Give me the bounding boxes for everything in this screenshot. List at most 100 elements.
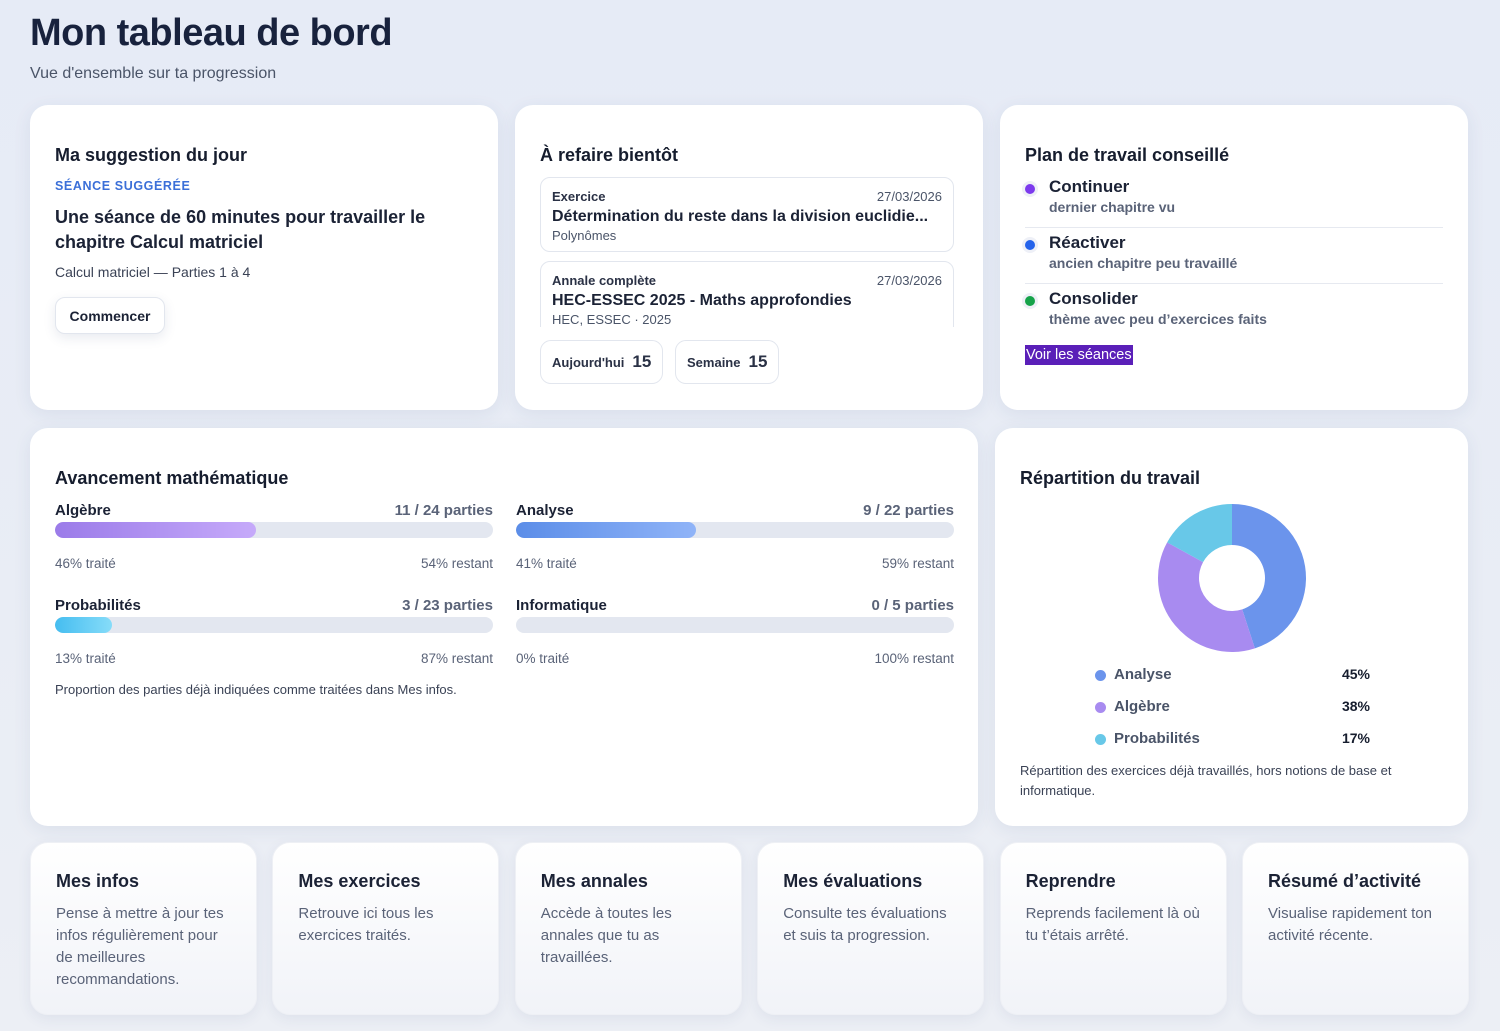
legend-value: 17% (1341, 730, 1370, 746)
done-label: 13% traité (55, 651, 116, 666)
step-dot (1025, 296, 1035, 306)
donut-chart (1158, 504, 1306, 652)
step-desc: thème avec peu d’exercices faits (1049, 311, 1267, 327)
clip: Annale complète 27/03/2026 HEC-ESSEC 202… (515, 261, 983, 327)
card-title: Ma suggestion du jour (55, 145, 247, 165)
shortcut-text: Retrouve ici tous les exercices traités. (298, 905, 434, 944)
item-type: Annale complète (552, 273, 657, 288)
step-desc: ancien chapitre peu travaillé (1049, 255, 1238, 271)
donut-slice (1167, 504, 1232, 563)
plan-card: Plan de travail conseillé Continuer derni… (1000, 105, 1468, 410)
progress-fill (516, 522, 696, 538)
shortcut-text: Accède à toutes les annales que tu as tr… (540, 905, 672, 966)
distribution-card: Répartition du travail Répartition des e… (995, 428, 1468, 826)
done-label: 46% traité (55, 556, 116, 571)
legend-value: 38% (1341, 698, 1370, 714)
item-type: Exercice (552, 189, 606, 204)
refaire-card: À refaire bientôt Exercice 27/03/2026 Dé… (515, 105, 983, 410)
item-sub: HEC, ESSEC · 2025 (552, 312, 672, 327)
progress-track (516, 617, 954, 633)
shortcut-text: Consulte tes évaluations et suis ta prog… (783, 905, 947, 944)
shortcut-card[interactable]: Résumé d’activité Visualise rapidement to… (1242, 842, 1469, 1015)
rest-label: 59% restant (881, 556, 954, 571)
card-title: À refaire bientôt (540, 145, 679, 165)
note: Proportion des parties déjà indiquées co… (55, 682, 457, 697)
counter-label: Semaine (687, 354, 741, 370)
shortcut-card[interactable]: Reprendre Reprends facilement là où tu t’… (999, 842, 1227, 1015)
shortcut-card[interactable]: Mes infos Pense à mettre à jour tes infos… (30, 842, 257, 1015)
item-name: HEC-ESSEC 2025 - Maths approfondies (552, 292, 852, 309)
detail: Calcul matriciel — Parties 1 à 4 (55, 264, 251, 280)
progress-track (55, 617, 493, 633)
progress-fill (55, 522, 257, 538)
subject-progress: Informatique 0 / 5 parties 0% traité 100% r… (516, 597, 954, 687)
donut-slice (1158, 542, 1255, 652)
review-item[interactable]: Exercice 27/03/2026 Détermination du res… (540, 177, 954, 252)
shortcut-title: Mes annales (540, 871, 648, 891)
legend-dot (1095, 670, 1106, 681)
shortcut-card[interactable]: Mes exercices Retrouve ici tous les exerc… (272, 842, 500, 1015)
card-title: Plan de travail conseillé (1025, 145, 1230, 165)
shortcut-text: Pense à mettre à jour tes infos régulièr… (56, 905, 224, 988)
subject-name: Probabilités (55, 597, 141, 614)
subject-name: Informatique (516, 597, 607, 614)
progress-fill (55, 617, 112, 633)
card-title: Avancement mathématique (55, 468, 289, 488)
plan-step: Réactiver ancien chapitre peu travaillé (1025, 233, 1443, 289)
step-name: Continuer (1049, 177, 1130, 196)
subject-name: Analyse (516, 502, 574, 519)
legend-item: Algèbre 38% (1095, 698, 1370, 718)
review-item[interactable]: Annale complète 27/03/2026 HEC-ESSEC 202… (540, 261, 954, 327)
progress-track (55, 522, 493, 538)
step-dot (1025, 184, 1035, 194)
plan-step: Consolider thème avec peu d’exercices fai… (1025, 289, 1443, 345)
item-name: Détermination du reste dans la division … (552, 208, 929, 225)
item-date: 27/03/2026 (876, 273, 942, 288)
done-label: 41% traité (516, 556, 577, 571)
subject-name: Algèbre (55, 502, 111, 519)
card-title: Répartition du travail (1020, 468, 1201, 488)
counter: Aujourd'hui 15 (540, 340, 664, 384)
shortcut-title: Reprendre (1025, 871, 1116, 891)
legend-name: Algèbre (1114, 698, 1170, 715)
note: Répartition des exercices déjà travaillé… (1020, 763, 1392, 798)
step-name: Réactiver (1049, 233, 1126, 252)
rest-label: 54% restant (420, 556, 493, 571)
legend-dot (1095, 702, 1106, 713)
rest-label: 87% restant (420, 651, 493, 666)
subject-parts: 11 / 24 parties (394, 502, 493, 519)
step-name: Consolider (1049, 289, 1138, 308)
legend-name: Analyse (1114, 666, 1172, 683)
shortcut-card[interactable]: Mes annales Accède à toutes les annales q… (514, 842, 742, 1015)
legend-dot (1095, 734, 1106, 745)
done-label: 0% traité (516, 651, 570, 666)
shortcut-title: Mes évaluations (783, 871, 923, 891)
counter-value: 15 (632, 352, 652, 371)
subject-progress: Analyse 9 / 22 parties 41% traité 59% resta… (516, 502, 954, 592)
start-button[interactable]: Commencer (55, 297, 165, 334)
subject-parts: 0 / 5 parties (871, 597, 954, 614)
progress-card: Avancement mathématique Proportion des p… (30, 428, 978, 826)
step-desc: dernier chapitre vu (1049, 199, 1176, 215)
legend-name: Probabilités (1114, 730, 1200, 747)
heading: Une séance de 60 minutes pour travailler… (55, 207, 426, 252)
tag: SÉANCE SUGGÉRÉE (55, 179, 191, 193)
shortcut-title: Mes exercices (298, 871, 421, 891)
subject-progress: Algèbre 11 / 24 parties 46% traité 54% rest… (55, 502, 493, 592)
sessions-link[interactable]: Voir les séances (1025, 345, 1133, 365)
counter-value: 15 (748, 352, 768, 371)
plan-step: Continuer dernier chapitre vu (1025, 177, 1443, 233)
counter-label: Aujourd'hui (552, 354, 625, 370)
legend-value: 45% (1341, 666, 1370, 682)
subject-parts: 3 / 23 parties (402, 597, 493, 614)
shortcut-text: Reprends facilement là où tu t’étais arr… (1025, 905, 1200, 944)
separator (1025, 283, 1443, 284)
page-subtitle: Vue d'ensemble sur ta progression (30, 65, 277, 82)
shortcut-title: Mes infos (56, 871, 140, 891)
subject-progress: Probabilités 3 / 23 parties 13% traité 87% … (55, 597, 493, 687)
item-sub: Polynômes (552, 228, 617, 243)
shortcut-card[interactable]: Mes évaluations Consulte tes évaluations … (757, 842, 985, 1015)
donut-slice (1232, 504, 1306, 649)
subject-parts: 9 / 22 parties (863, 502, 954, 519)
